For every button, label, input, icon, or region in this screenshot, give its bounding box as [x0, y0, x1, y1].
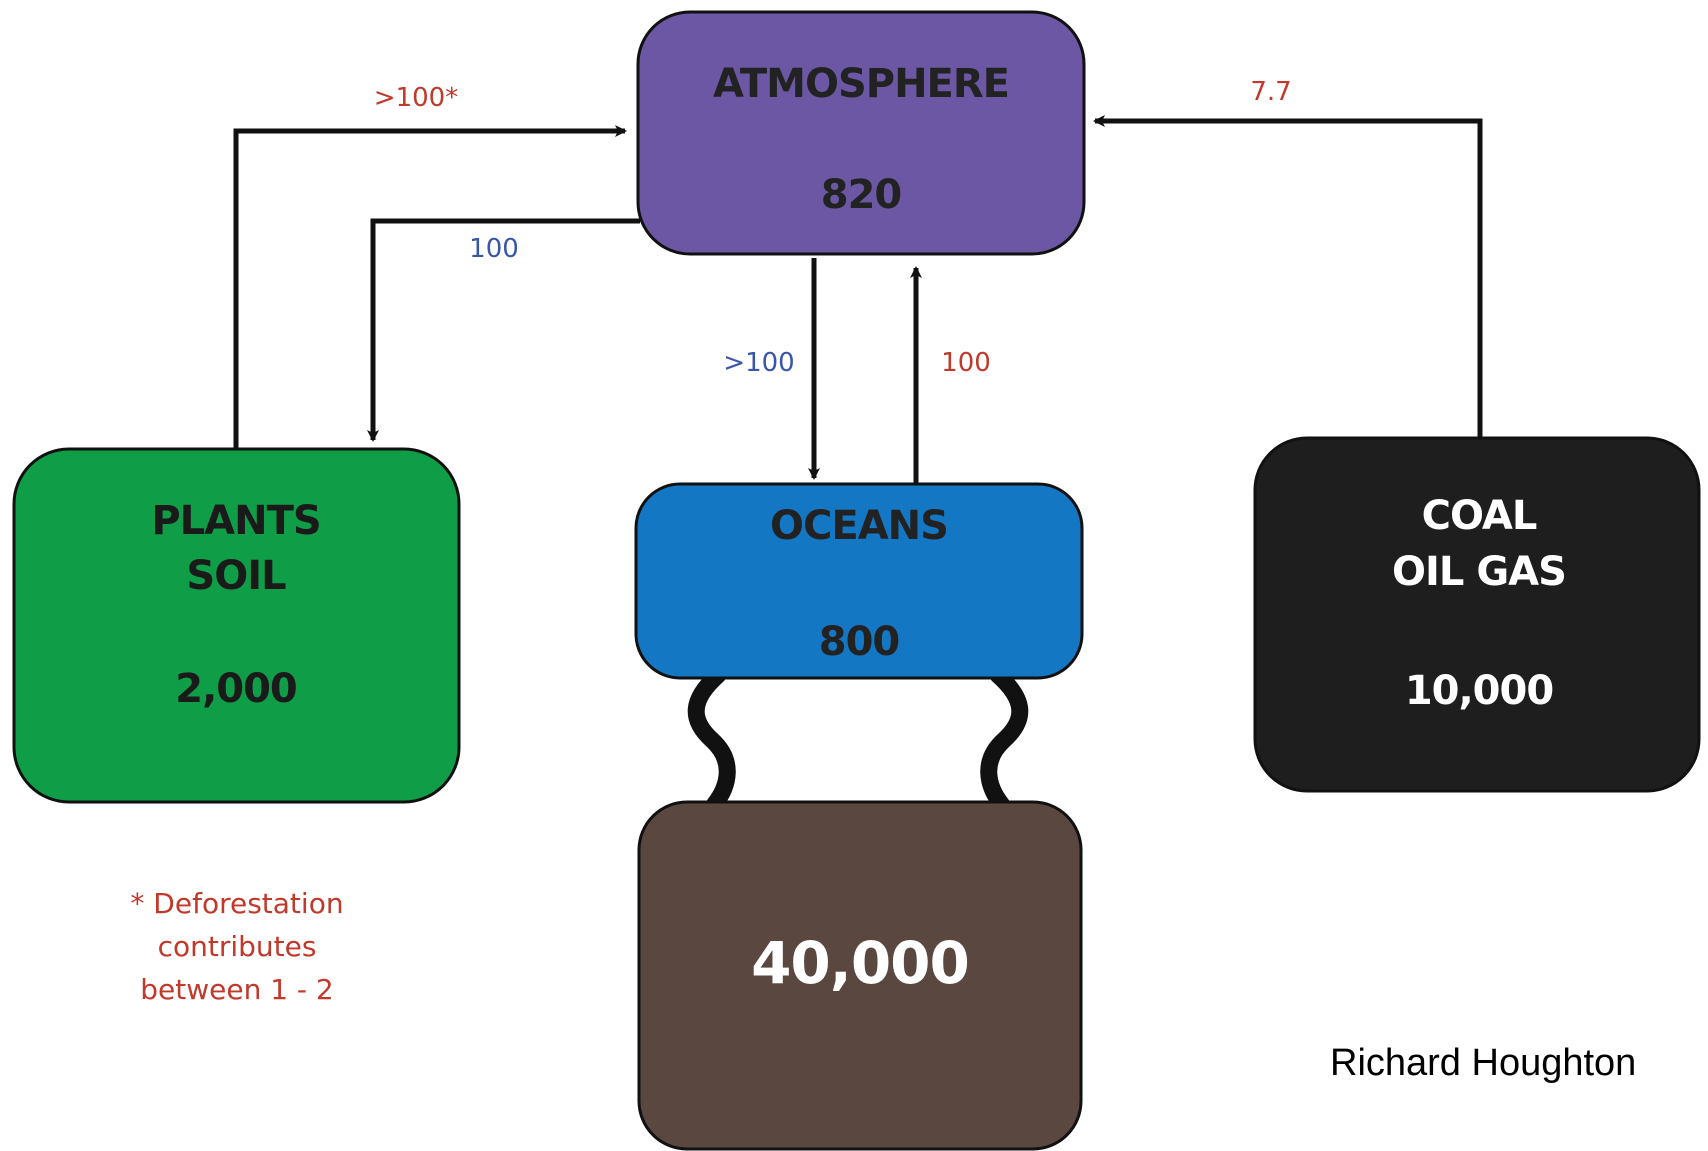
deep-ocean-box: 40,000: [637, 800, 1083, 1151]
plants-soil-value: 2,000: [175, 666, 297, 712]
footnote-line1: * Deforestation: [130, 887, 343, 920]
oceans-box: OCEANS 800: [634, 482, 1084, 680]
wave-link-right: [980, 666, 1029, 814]
fossil-fuels-name-line1: COAL: [1422, 493, 1537, 539]
atmosphere-name: ATMOSPHERE: [713, 61, 1009, 107]
plants-soil-name-line1: PLANTS: [151, 498, 320, 544]
flow-label-atmosphere-to-plants: 100: [469, 234, 519, 264]
credit-text: Richard Houghton: [1330, 1042, 1636, 1084]
ocean-deep-links: [687, 666, 1029, 814]
atmosphere-value: 820: [821, 172, 902, 218]
footnote-line3: between 1 - 2: [140, 973, 334, 1006]
deep-ocean-value: 40,000: [751, 929, 969, 997]
arrow-plants-to-atmosphere: [233, 125, 627, 450]
arrow-atmosphere-to-plants: [367, 218, 640, 442]
oceans-name: OCEANS: [770, 503, 948, 549]
plants-soil-name-line2: SOIL: [186, 553, 286, 599]
flow-label-oceans-to-atmosphere: 100: [941, 348, 991, 378]
fossil-fuels-rect: [1253, 436, 1701, 793]
oceans-value: 800: [819, 619, 900, 665]
deep-ocean-rect: [637, 800, 1083, 1151]
wave-link-left: [687, 666, 736, 814]
fossil-fuels-value: 10,000: [1405, 668, 1553, 714]
deforestation-footnote: * Deforestation contributes between 1 - …: [130, 887, 343, 1006]
arrow-fossil-to-atmosphere: [1093, 115, 1483, 440]
flow-label-atmosphere-to-oceans: >100: [723, 348, 794, 378]
fossil-fuels-name-line2: OIL GAS: [1392, 549, 1566, 595]
flow-label-fossil-to-atmosphere: 7.7: [1250, 77, 1291, 107]
flow-labels: >100* 100 >100 100 7.7: [374, 77, 1292, 378]
flow-label-plants-to-atmosphere: >100*: [374, 83, 458, 113]
plants-soil-rect: [12, 447, 461, 804]
fossil-fuels-box: COAL OIL GAS 10,000: [1253, 436, 1701, 793]
atmosphere-rect: [636, 10, 1086, 256]
flow-arrows: [233, 115, 1483, 483]
footnote-line2: contributes: [158, 930, 317, 963]
atmosphere-box: ATMOSPHERE 820: [636, 10, 1086, 256]
plants-soil-box: PLANTS SOIL 2,000: [12, 447, 461, 804]
oceans-rect: [634, 482, 1084, 680]
